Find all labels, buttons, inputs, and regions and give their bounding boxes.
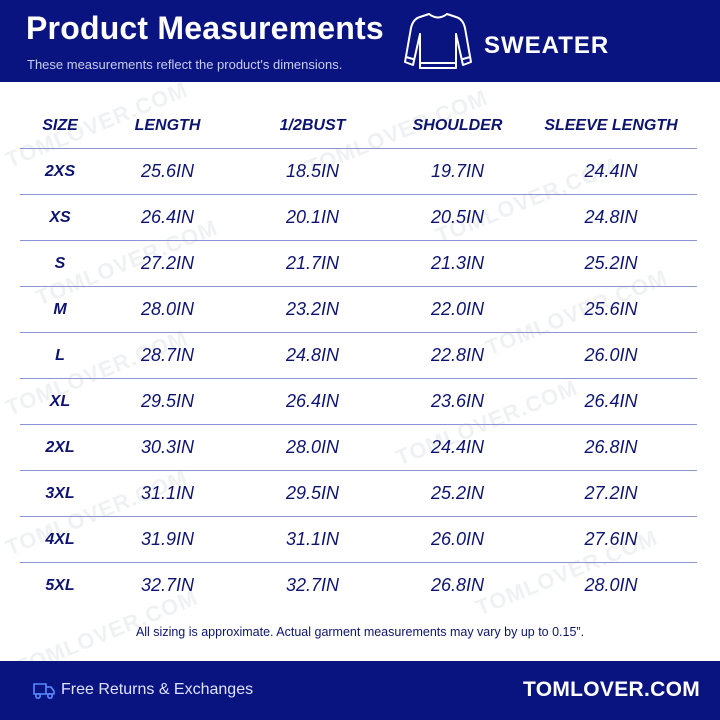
size-cell: XS bbox=[20, 194, 100, 241]
half-bust-cell: 26.4IN bbox=[235, 378, 390, 425]
half-bust-cell: 31.1IN bbox=[235, 516, 390, 563]
shoulder-cell: 19.7IN bbox=[390, 148, 525, 195]
sleeve-length-cell: 26.8IN bbox=[525, 424, 697, 471]
size-cell: 3XL bbox=[20, 470, 100, 517]
sleeve-length-cell: 26.4IN bbox=[525, 378, 697, 425]
column-header-shoulder: SHOULDER bbox=[390, 104, 525, 149]
shoulder-cell: 25.2IN bbox=[390, 470, 525, 517]
table-row: 5XL 32.7IN 32.7IN 26.8IN 28.0IN bbox=[20, 563, 697, 609]
half-bust-cell: 29.5IN bbox=[235, 470, 390, 517]
shoulder-cell: 22.0IN bbox=[390, 286, 525, 333]
shoulder-cell: 24.4IN bbox=[390, 424, 525, 471]
sleeve-length-cell: 24.4IN bbox=[525, 148, 697, 195]
header-banner: Product Measurements These measurements … bbox=[0, 0, 720, 82]
column-header-size: SIZE bbox=[20, 104, 100, 149]
length-cell: 25.6IN bbox=[100, 148, 235, 195]
truck-icon bbox=[33, 683, 55, 700]
page-subtitle: These measurements reflect the product's… bbox=[27, 57, 343, 72]
length-cell: 28.7IN bbox=[100, 332, 235, 379]
length-cell: 31.1IN bbox=[100, 470, 235, 517]
half-bust-cell: 32.7IN bbox=[285, 575, 340, 595]
page-title: Product Measurements bbox=[26, 10, 384, 46]
footer-banner: Free Returns & Exchanges TOMLOVER.COM bbox=[0, 661, 720, 720]
table-row: M 28.0IN 23.2IN 22.0IN 25.6IN bbox=[20, 286, 697, 333]
half-bust-cell: 20.1IN bbox=[235, 194, 390, 241]
column-header-sleeve-length: SLEEVE LENGTH bbox=[525, 104, 697, 149]
length-cell: 32.7IN bbox=[140, 575, 195, 595]
sleeve-length-cell: 24.8IN bbox=[525, 194, 697, 241]
table-row: L 28.7IN 24.8IN 22.8IN 26.0IN bbox=[20, 332, 697, 379]
sizing-disclaimer: All sizing is approximate. Actual garmen… bbox=[135, 625, 585, 639]
product-type-label: SWEATER bbox=[484, 32, 610, 59]
size-cell: S bbox=[20, 240, 100, 287]
table-row: S 27.2IN 21.7IN 21.3IN 25.2IN bbox=[20, 240, 697, 287]
column-header-half-bust: 1/2BUST bbox=[235, 104, 390, 149]
length-cell: 26.4IN bbox=[100, 194, 235, 241]
table-header-row: SIZE LENGTH 1/2BUST SHOULDER SLEEVE LENG… bbox=[20, 104, 697, 149]
size-cell: XL bbox=[20, 378, 100, 425]
brand-name: TOMLOVER.COM bbox=[522, 678, 700, 701]
sleeve-length-cell: 26.0IN bbox=[525, 332, 697, 379]
size-cell: L bbox=[20, 332, 100, 379]
half-bust-cell: 28.0IN bbox=[235, 424, 390, 471]
length-cell: 27.2IN bbox=[100, 240, 235, 287]
free-returns-text: Free Returns & Exchanges bbox=[61, 681, 254, 698]
half-bust-cell: 21.7IN bbox=[235, 240, 390, 287]
shoulder-cell: 26.0IN bbox=[390, 516, 525, 563]
shoulder-cell: 23.6IN bbox=[390, 378, 525, 425]
size-cell: 5XL bbox=[45, 576, 75, 594]
column-header-length: LENGTH bbox=[100, 104, 235, 149]
shoulder-cell: 22.8IN bbox=[390, 332, 525, 379]
sleeve-length-cell: 25.2IN bbox=[525, 240, 697, 287]
shoulder-cell: 21.3IN bbox=[390, 240, 525, 287]
table-row: XL 29.5IN 26.4IN 23.6IN 26.4IN bbox=[20, 378, 697, 425]
size-cell: 2XS bbox=[20, 148, 100, 195]
sleeve-length-cell: 28.0IN bbox=[584, 575, 638, 595]
sleeve-length-cell: 27.2IN bbox=[525, 470, 697, 517]
size-cell: 2XL bbox=[20, 424, 100, 471]
sleeve-length-cell: 25.6IN bbox=[525, 286, 697, 333]
table-row: 2XS 25.6IN 18.5IN 19.7IN 24.4IN bbox=[20, 148, 697, 195]
sleeve-length-cell: 27.6IN bbox=[525, 516, 697, 563]
table-row: 4XL 31.9IN 31.1IN 26.0IN 27.6IN bbox=[20, 516, 697, 563]
size-cell: 4XL bbox=[20, 516, 100, 563]
half-bust-cell: 24.8IN bbox=[235, 332, 390, 379]
shoulder-cell: 26.8IN bbox=[430, 575, 485, 595]
size-cell: M bbox=[20, 286, 100, 333]
table-row: 3XL 31.1IN 29.5IN 25.2IN 27.2IN bbox=[20, 470, 697, 517]
shoulder-cell: 20.5IN bbox=[390, 194, 525, 241]
length-cell: 31.9IN bbox=[100, 516, 235, 563]
sweater-icon bbox=[404, 13, 472, 69]
half-bust-cell: 23.2IN bbox=[235, 286, 390, 333]
half-bust-cell: 18.5IN bbox=[235, 148, 390, 195]
length-cell: 30.3IN bbox=[100, 424, 235, 471]
table-row: 2XL 30.3IN 28.0IN 24.4IN 26.8IN bbox=[20, 424, 697, 471]
size-chart-table: SIZE LENGTH 1/2BUST SHOULDER SLEEVE LENG… bbox=[20, 104, 697, 608]
length-cell: 28.0IN bbox=[100, 286, 235, 333]
table-row: XS 26.4IN 20.1IN 20.5IN 24.8IN bbox=[20, 194, 697, 241]
length-cell: 29.5IN bbox=[100, 378, 235, 425]
